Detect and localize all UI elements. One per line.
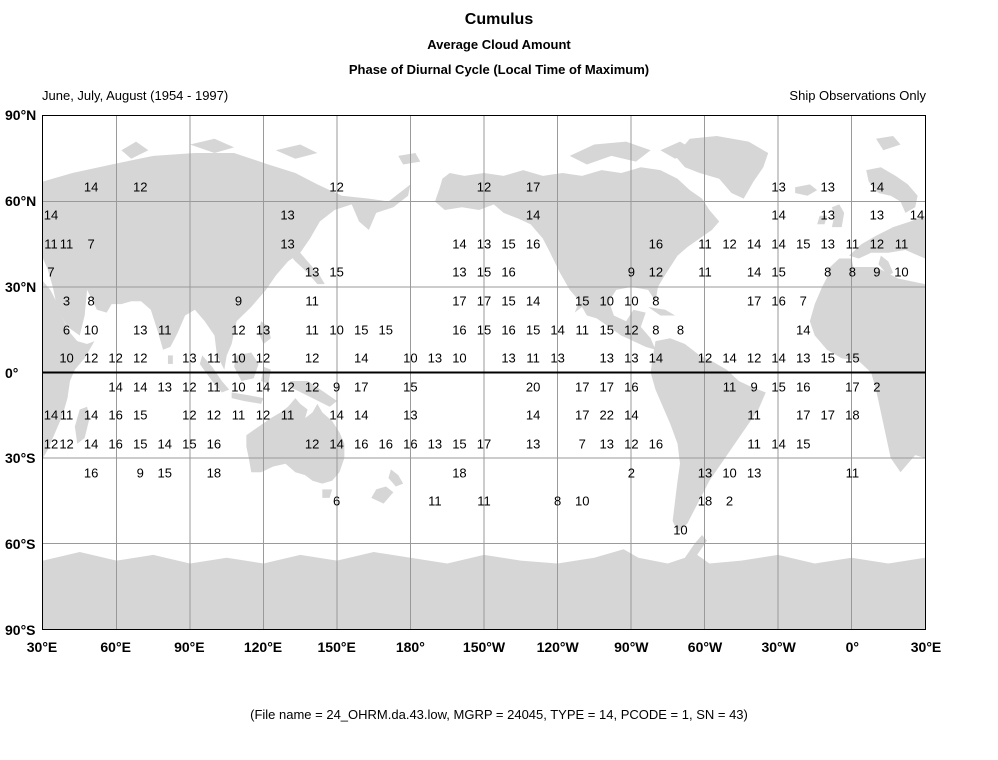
land-cuba [648, 306, 676, 316]
lat-tick-label: 30°S [5, 450, 36, 467]
land-australia [246, 398, 345, 484]
land-europe [849, 215, 925, 259]
land-arctic-island-1 [121, 141, 149, 159]
lat-tick-label: 90°S [5, 622, 36, 638]
lon-tick-label: 60°E [100, 639, 131, 655]
lat-tick-label: 30°N [5, 278, 37, 295]
land-new-zealand-south [371, 486, 394, 504]
land-arctic-island-2 [190, 138, 235, 154]
land-ireland [817, 215, 827, 225]
land-greenland [675, 135, 769, 199]
observations-note: Ship Observations Only [789, 88, 926, 103]
lon-tick-label: 30°E [26, 639, 58, 655]
land-arctic-island-3 [275, 144, 318, 159]
lon-tick-label: 180° [395, 639, 425, 655]
land-madagascar [74, 406, 90, 444]
land-sulawesi [261, 366, 271, 384]
land-borneo [234, 352, 259, 382]
land-arctic-island-4 [398, 153, 421, 165]
land-south-america [650, 338, 766, 533]
season-note: June, July, August (1954 - 1997) [42, 88, 229, 103]
lon-tick-label: 90°W [614, 639, 649, 655]
lon-tick-label: 90°E [174, 639, 205, 655]
figure-subtitle: Average Cloud Amount [427, 37, 571, 52]
land-philippines [258, 321, 271, 344]
land-italy [878, 255, 894, 276]
land-japan [285, 244, 325, 285]
land-java [231, 392, 264, 404]
land-tasmania [322, 489, 333, 498]
land-sri-lanka [167, 355, 173, 364]
lon-tick-label: 150°W [462, 639, 506, 655]
land-scandinavia [866, 167, 918, 213]
land-africa-west [809, 267, 925, 473]
lon-tick-label: 30°W [761, 639, 796, 655]
lon-tick-label: 150°E [317, 639, 356, 655]
lon-tick-label: 0° [845, 639, 860, 655]
world-map [42, 115, 926, 630]
world-map-svg [43, 116, 925, 629]
land-arctic-island-6 [660, 141, 695, 159]
land-eurasia [43, 153, 411, 370]
land-sumatra [199, 355, 230, 393]
figure-variable-subtitle: Phase of Diurnal Cycle (Local Time of Ma… [348, 62, 650, 77]
figure-title: Cumulus [464, 11, 534, 28]
land-new-guinea [288, 381, 337, 407]
lon-tick-label: 60°W [687, 639, 723, 655]
land-britain [831, 204, 845, 228]
land-new-zealand-north [388, 469, 404, 487]
land-iceland [795, 184, 818, 196]
file-info: (File name = 24_OHRM.da.43.low, MGRP = 2… [250, 707, 748, 722]
land-svalbard [876, 135, 901, 151]
lat-tick-label: 60°S [5, 536, 36, 553]
lon-tick-label: 30°E [910, 639, 942, 655]
land-africa-east [43, 281, 95, 458]
lon-tick-label: 120°W [536, 639, 579, 655]
lat-tick-label: 60°N [5, 192, 37, 209]
land-arctic-island-5 [569, 141, 651, 165]
lat-tick-label: 90°N [5, 107, 37, 123]
land-iberia [827, 258, 854, 279]
land-north-america [435, 167, 720, 350]
lat-tick-label: 0° [5, 364, 19, 381]
lon-tick-label: 120°E [243, 639, 283, 655]
